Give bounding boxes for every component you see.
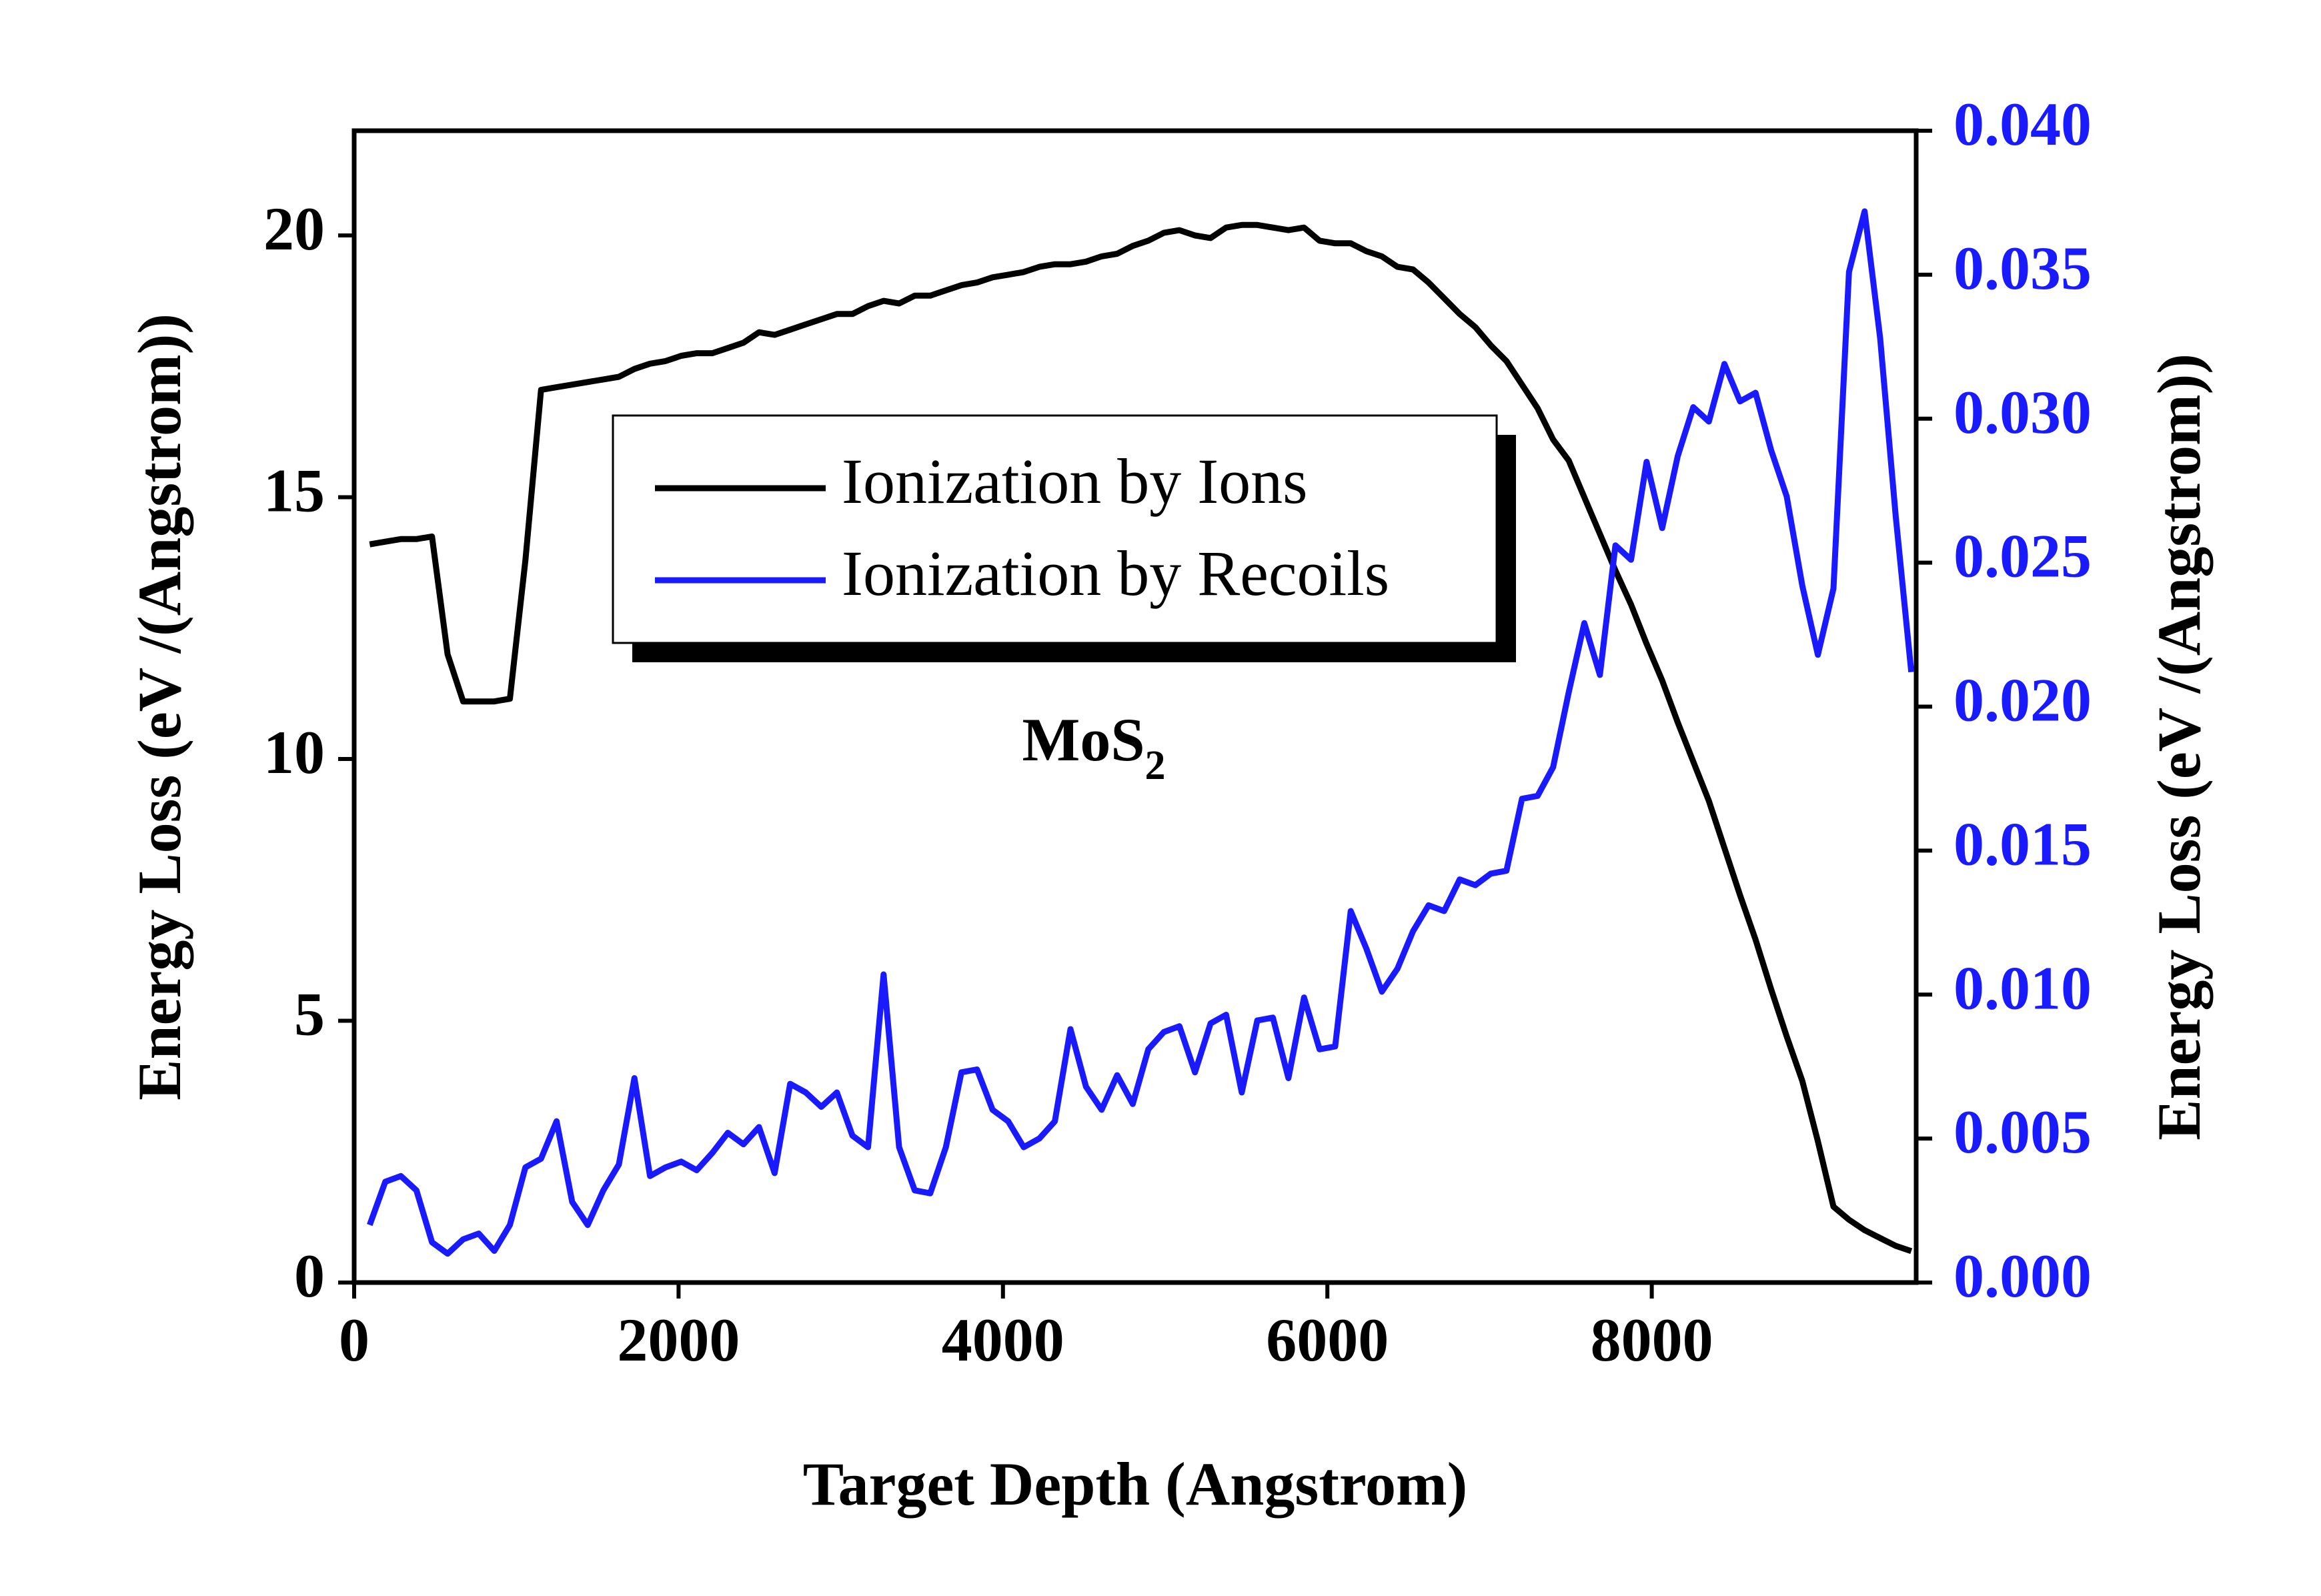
annotation-subscript: 2 (1145, 743, 1166, 788)
legend-box (612, 414, 1498, 644)
legend-label: Ionization by Ions (842, 446, 1308, 517)
y-tick-label: 15 (263, 457, 325, 525)
x-tick-label: 6000 (1266, 1306, 1389, 1374)
y2-tick-label: 0.010 (1954, 954, 2092, 1022)
annotation: MoS2 (1022, 706, 1166, 788)
series-line (369, 221, 1913, 1255)
annotation-text: MoS (1022, 706, 1145, 774)
y2-tick-label: 0.035 (1954, 234, 2092, 302)
y2-tick-label: 0.020 (1954, 666, 2092, 734)
y2-tick-label: 0.025 (1954, 522, 2092, 590)
y-tick-label: 10 (263, 718, 325, 786)
x-axis-label: Target Depth (Angstrom) (803, 1450, 1468, 1518)
y2-axis-label: Energy Loss (eV /(Angstrom)) (2145, 353, 2213, 1140)
y2-tick-label: 0.005 (1954, 1098, 2092, 1166)
y-axis-label: Energy Loss (eV /(Angstrom)) (125, 313, 193, 1100)
legend-label: Ionization by Recoils (842, 538, 1389, 609)
y2-tick-label: 0.000 (1954, 1242, 2092, 1310)
series-line (367, 208, 1915, 1257)
x-tick-label: 0 (339, 1306, 369, 1374)
legend: Ionization by Ions Ionization by Recoils (612, 414, 1516, 662)
y-tick-label: 0 (294, 1242, 325, 1310)
y2-tick-label: 0.030 (1954, 378, 2092, 446)
x-tick-label: 4000 (942, 1306, 1064, 1374)
y2-tick-label: 0.040 (1954, 90, 2092, 158)
y-tick-label: 5 (294, 980, 325, 1048)
y2-tick-label: 0.015 (1954, 810, 2092, 878)
x-tick-label: 2000 (617, 1306, 740, 1374)
x-tick-label: 8000 (1591, 1306, 1713, 1374)
y-tick-label: 20 (263, 195, 325, 263)
